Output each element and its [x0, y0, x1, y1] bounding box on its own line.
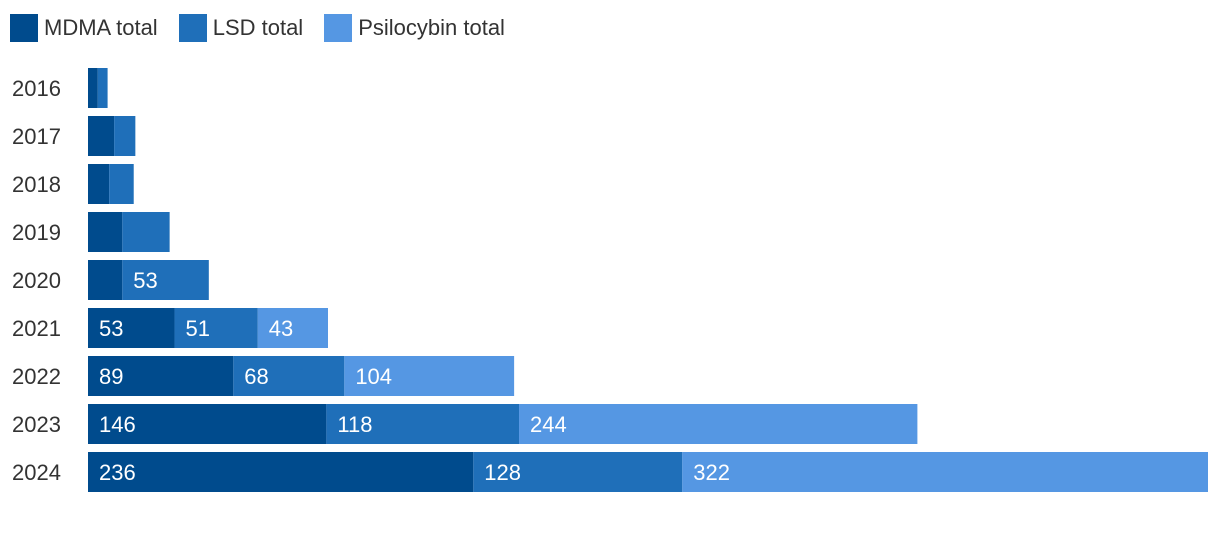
bar-segment — [122, 260, 209, 300]
bar-segment — [122, 212, 170, 252]
bar-segment — [88, 404, 327, 444]
chart-legend: MDMA total LSD total Psilocybin total — [10, 13, 526, 43]
legend-item: MDMA total — [10, 14, 158, 42]
data-label: 53 — [99, 316, 123, 341]
legend-label: LSD total — [212, 15, 304, 40]
legend-swatch — [324, 14, 353, 42]
year-label: 2021 — [12, 316, 61, 341]
data-label: 128 — [484, 460, 521, 485]
year-label: 2017 — [12, 124, 61, 149]
bar-segment — [88, 260, 123, 300]
data-label: 68 — [244, 364, 268, 389]
bar-segment — [88, 116, 115, 156]
bar-segment — [174, 308, 258, 348]
year-label: 2024 — [12, 460, 61, 485]
bar-segment — [473, 452, 683, 492]
legend-swatch — [10, 14, 38, 42]
bar-segment — [109, 164, 134, 204]
year-label: 2020 — [12, 268, 61, 293]
data-label: 146 — [99, 412, 136, 437]
bar-segment — [519, 404, 918, 444]
legend-label: MDMA total — [44, 15, 158, 40]
bar-segment — [97, 68, 108, 108]
data-label: 244 — [530, 412, 567, 437]
data-label: 104 — [355, 364, 392, 389]
legend-item: LSD total — [178, 14, 304, 42]
year-label: 2016 — [12, 76, 61, 101]
bar-segment — [344, 356, 515, 396]
bar-segment — [88, 452, 474, 492]
year-label: 2022 — [12, 364, 61, 389]
bar-segment — [682, 452, 1208, 492]
legend-swatch — [178, 14, 207, 42]
year-label: 2023 — [12, 412, 61, 437]
data-label: 236 — [99, 460, 136, 485]
bar-segment — [326, 404, 520, 444]
bar-segment — [88, 308, 175, 348]
year-label: 2018 — [12, 172, 61, 197]
bar-segment — [88, 356, 234, 396]
bar-segment — [233, 356, 345, 396]
bar-segment — [257, 308, 328, 348]
legend-label: Psilocybin total — [358, 15, 505, 40]
bar-segment — [88, 212, 123, 252]
data-label: 43 — [269, 316, 293, 341]
legend-item: Psilocybin total — [324, 14, 505, 42]
year-label: 2019 — [12, 220, 61, 245]
bar-segment — [88, 68, 98, 108]
bar-segment — [114, 116, 136, 156]
bar-segment — [88, 164, 110, 204]
data-label: 322 — [693, 460, 730, 485]
data-label: 89 — [99, 364, 123, 389]
data-label: 51 — [186, 316, 210, 341]
data-label: 118 — [337, 412, 372, 437]
data-label: 53 — [133, 268, 157, 293]
